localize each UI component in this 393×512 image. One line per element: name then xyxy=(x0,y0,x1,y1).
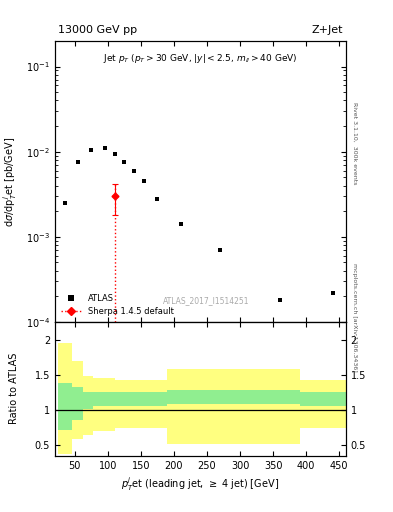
Bar xyxy=(83,376,94,435)
Bar xyxy=(58,383,72,430)
Text: 13000 GeV pp: 13000 GeV pp xyxy=(58,25,137,35)
Bar xyxy=(72,360,83,439)
Text: Rivet 3.1.10,  300k events: Rivet 3.1.10, 300k events xyxy=(352,102,357,185)
Text: Jet $p_T$ ($p_T > 30$ GeV, $|y| < 2.5$, $m_{ll} > 40$ GeV): Jet $p_T$ ($p_T > 30$ GeV, $|y| < 2.5$, … xyxy=(103,52,298,65)
Bar xyxy=(83,392,94,409)
Y-axis label: d$\sigma$/dp$_T^{j}$et [pb/GeV]: d$\sigma$/dp$_T^{j}$et [pb/GeV] xyxy=(1,136,19,227)
Bar xyxy=(94,378,114,431)
X-axis label: $p_T^{j}$et (leading jet, $\geq$ 4 jet) [GeV]: $p_T^{j}$et (leading jet, $\geq$ 4 jet) … xyxy=(121,475,279,493)
Legend: ATLAS, Sherpa 1.4.5 default: ATLAS, Sherpa 1.4.5 default xyxy=(57,291,178,319)
Bar xyxy=(167,369,299,444)
Bar xyxy=(167,390,299,404)
Text: mcplots.cern.ch [arXiv:1306.3436]: mcplots.cern.ch [arXiv:1306.3436] xyxy=(352,263,357,372)
Bar xyxy=(94,392,114,407)
Bar xyxy=(299,392,346,407)
Text: Z+Jet: Z+Jet xyxy=(311,25,343,35)
Bar xyxy=(299,380,346,428)
Bar xyxy=(114,380,167,428)
Bar xyxy=(58,343,72,454)
Text: ATLAS_2017_I1514251: ATLAS_2017_I1514251 xyxy=(163,296,250,305)
Bar xyxy=(114,392,167,407)
Y-axis label: Ratio to ATLAS: Ratio to ATLAS xyxy=(9,353,19,424)
Bar xyxy=(72,388,83,420)
